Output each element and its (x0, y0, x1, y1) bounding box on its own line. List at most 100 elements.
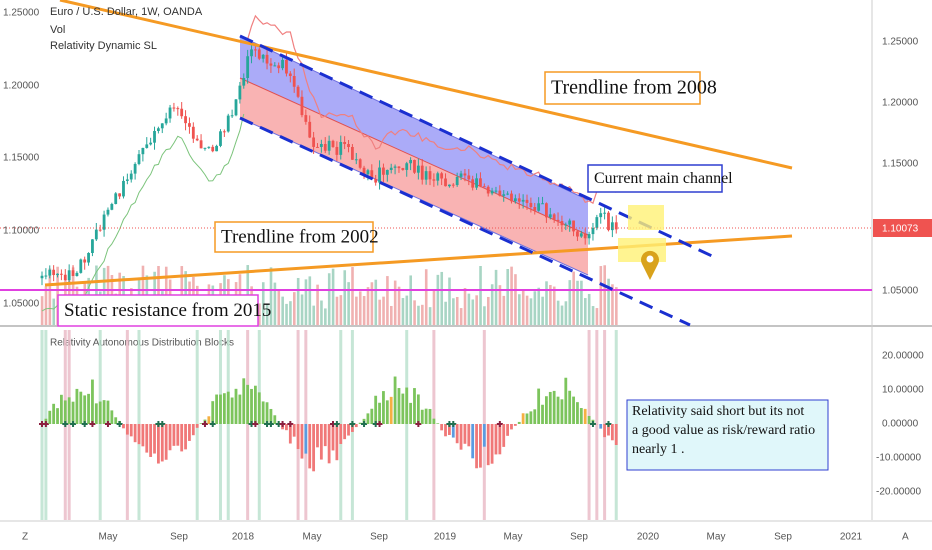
zero-cross (605, 421, 612, 427)
candle-body (432, 179, 436, 181)
candle-body (413, 159, 416, 173)
volume-bar (413, 300, 416, 325)
left-axis-label: 1.15000 (3, 153, 40, 164)
volume-bar (494, 269, 498, 325)
volume-bar (502, 295, 506, 325)
histogram-bar (52, 403, 56, 424)
candle-body (451, 184, 455, 186)
candle-body (56, 273, 59, 276)
histogram-bar (63, 400, 67, 424)
volume-bar (471, 299, 475, 325)
histogram-bar (222, 393, 226, 424)
candle-body (141, 147, 145, 155)
histogram-bar (428, 408, 432, 424)
candle-body (521, 199, 525, 202)
candle-body (513, 198, 517, 202)
histogram-bar (137, 424, 141, 445)
candle-body (416, 165, 420, 173)
annotation-channel: Current main channel (594, 170, 733, 187)
right-axis-label: 1.20000 (882, 98, 919, 109)
candle-body (614, 222, 618, 230)
candle-body (385, 169, 389, 175)
price-label: 1.10073 (882, 224, 919, 235)
histogram-bar (327, 424, 331, 464)
volume-bar (587, 293, 591, 325)
candle-body (122, 180, 125, 197)
histogram-bar (576, 402, 579, 424)
candle-body (168, 107, 172, 119)
volume-bar (312, 305, 315, 325)
time-axis-label: 2021 (840, 532, 863, 543)
candle-body (118, 193, 121, 197)
histogram-bar (261, 401, 265, 424)
time-axis-label: 2018 (232, 532, 255, 543)
volume-bar (487, 296, 490, 325)
volume-bar (552, 286, 556, 325)
histogram-bar (215, 394, 218, 424)
volume-bar (537, 287, 541, 325)
volume-bar (448, 277, 451, 325)
volume-bar (455, 297, 459, 325)
candle-body (560, 221, 564, 226)
histogram-bar (98, 401, 102, 424)
zero-cross (209, 421, 216, 427)
time-axis-label: Sep (774, 532, 792, 543)
candle-body (75, 272, 79, 277)
candle-body (545, 203, 548, 218)
histogram-bar (486, 424, 490, 466)
signal-stripe (246, 330, 250, 520)
histogram-bar (436, 423, 440, 424)
candle-body (607, 212, 610, 231)
candle-body (517, 198, 521, 202)
volume-bar (424, 269, 428, 325)
histogram-bar (94, 403, 98, 424)
volume-bar (479, 266, 482, 325)
candle-body (506, 193, 509, 195)
zero-cross (252, 421, 259, 427)
candle-body (428, 171, 432, 180)
candle-body (327, 140, 331, 151)
histogram-bar (149, 424, 153, 457)
histogram-bar (351, 424, 354, 432)
candle-body (374, 178, 378, 183)
lower-axis-label: 20.00000 (882, 351, 924, 362)
volume-bar (343, 270, 347, 325)
volume-bar (327, 273, 331, 325)
volume-bar (386, 276, 389, 325)
candle-body (440, 173, 444, 179)
candle-body (277, 65, 281, 69)
candle-body (191, 126, 195, 139)
candle-body (354, 159, 358, 161)
histogram-bar (172, 424, 176, 446)
histogram-bar (323, 424, 327, 447)
histogram-bar (48, 410, 52, 424)
candle-body (304, 115, 308, 122)
candle-body (180, 108, 184, 117)
histogram-bar (195, 424, 199, 428)
annotation-trend-2008-box (544, 71, 701, 105)
signal-stripe (218, 330, 222, 520)
volume-bar (258, 303, 261, 325)
histogram-bar (141, 424, 145, 447)
volume-bar (397, 286, 401, 325)
candle-body (67, 270, 71, 280)
zero-cross (116, 421, 123, 427)
left-axis-label: 1.20000 (3, 81, 40, 92)
volume-bar (405, 295, 409, 325)
candle-body (203, 147, 207, 149)
candle-body (145, 144, 149, 148)
candle-body (455, 176, 459, 186)
volume-bar (320, 300, 323, 325)
candle-body (219, 131, 222, 146)
candle-body (157, 128, 160, 131)
volume-bar (595, 308, 599, 325)
signal-stripe (595, 330, 599, 520)
volume-bar (545, 281, 548, 325)
histogram-bar (416, 394, 420, 424)
candle-body (226, 115, 230, 132)
volume-bar (483, 306, 486, 325)
volume-bar (331, 268, 335, 325)
candle-body (510, 193, 513, 202)
histogram-bar (79, 391, 83, 424)
